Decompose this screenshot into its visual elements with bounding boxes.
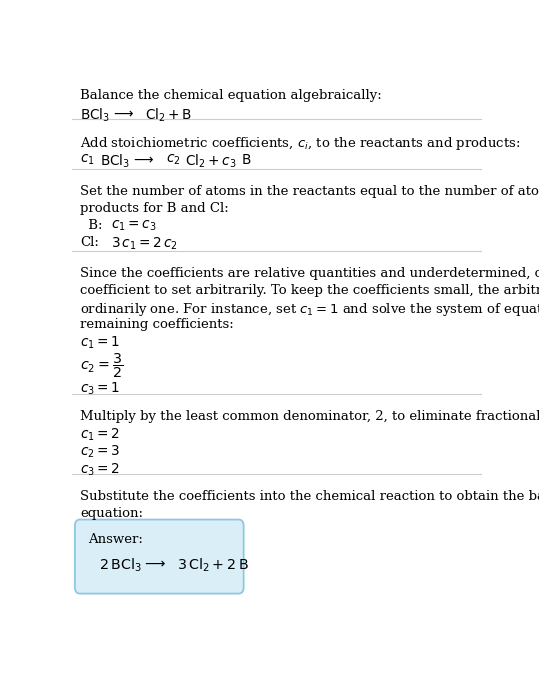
Text: $\mathrm{Cl_2} + \mathrm{B}$: $\mathrm{Cl_2} + \mathrm{B}$ — [144, 107, 192, 124]
Text: $c_1$: $c_1$ — [80, 152, 94, 167]
Text: $\longrightarrow$: $\longrightarrow$ — [111, 107, 135, 120]
Text: Balance the chemical equation algebraically:: Balance the chemical equation algebraica… — [80, 89, 382, 102]
Text: B:: B: — [84, 219, 111, 232]
Text: $c_2 = \dfrac{3}{2}$: $c_2 = \dfrac{3}{2}$ — [80, 352, 123, 381]
Text: $c_3 = 2$: $c_3 = 2$ — [80, 461, 120, 477]
Text: $\longrightarrow$: $\longrightarrow$ — [131, 152, 154, 167]
Text: $c_1 = c_3$: $c_1 = c_3$ — [111, 219, 157, 233]
Text: coefficient to set arbitrarily. To keep the coefficients small, the arbitrary va: coefficient to set arbitrarily. To keep … — [80, 284, 539, 297]
Text: $\mathrm{B}$: $\mathrm{B}$ — [241, 152, 251, 167]
Text: remaining coefficients:: remaining coefficients: — [80, 318, 234, 331]
Text: products for B and Cl:: products for B and Cl: — [80, 202, 229, 215]
Text: $3 \, \mathrm{Cl_2} + 2 \, \mathrm{B}$: $3 \, \mathrm{Cl_2} + 2 \, \mathrm{B}$ — [177, 557, 248, 574]
Text: Multiply by the least common denominator, 2, to eliminate fractional coefficient: Multiply by the least common denominator… — [80, 410, 539, 423]
Text: $c_3 = 1$: $c_3 = 1$ — [80, 381, 120, 397]
Text: $2 \, \mathrm{BCl_3}$: $2 \, \mathrm{BCl_3}$ — [99, 557, 141, 574]
Text: $c_2$: $c_2$ — [165, 152, 180, 167]
Text: Add stoichiometric coefficients, $c_i$, to the reactants and products:: Add stoichiometric coefficients, $c_i$, … — [80, 136, 520, 152]
Text: $\mathrm{Cl_2} + c_3$: $\mathrm{Cl_2} + c_3$ — [185, 152, 237, 170]
Text: $\mathrm{BCl_3}$: $\mathrm{BCl_3}$ — [100, 152, 130, 170]
Text: Cl:: Cl: — [80, 236, 99, 249]
Text: $c_1 = 2$: $c_1 = 2$ — [80, 427, 120, 444]
Text: $3 \, c_1 = 2 \, c_2$: $3 \, c_1 = 2 \, c_2$ — [111, 236, 178, 253]
Text: ordinarily one. For instance, set $c_1 = 1$ and solve the system of equations fo: ordinarily one. For instance, set $c_1 =… — [80, 301, 539, 318]
Text: $c_2 = 3$: $c_2 = 3$ — [80, 444, 120, 460]
Text: $\mathrm{BCl_3}$: $\mathrm{BCl_3}$ — [80, 107, 110, 124]
Text: equation:: equation: — [80, 507, 143, 520]
Text: Substitute the coefficients into the chemical reaction to obtain the balanced: Substitute the coefficients into the che… — [80, 490, 539, 503]
FancyBboxPatch shape — [75, 520, 244, 594]
Text: Answer:: Answer: — [88, 533, 143, 546]
Text: Since the coefficients are relative quantities and underdetermined, choose a: Since the coefficients are relative quan… — [80, 266, 539, 280]
Text: $\longrightarrow$: $\longrightarrow$ — [142, 557, 166, 571]
Text: $c_1 = 1$: $c_1 = 1$ — [80, 335, 120, 352]
Text: Set the number of atoms in the reactants equal to the number of atoms in the: Set the number of atoms in the reactants… — [80, 185, 539, 198]
